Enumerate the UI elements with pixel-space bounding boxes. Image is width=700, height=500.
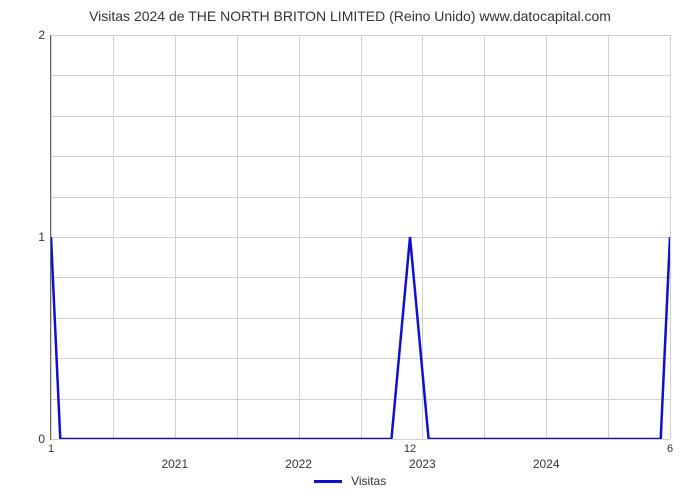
plot-area: 012 11262021202220232024 — [50, 35, 670, 440]
x-axis-year: 2023 — [409, 457, 436, 471]
x-tick-label: 1 — [48, 443, 54, 455]
x-axis-year: 2022 — [285, 457, 312, 471]
data-line — [51, 35, 670, 439]
x-tick-label: 12 — [404, 443, 416, 455]
legend-swatch — [314, 480, 342, 483]
y-tick-label: 1 — [38, 230, 45, 244]
x-tick-label: 6 — [667, 443, 673, 455]
legend: Visitas — [0, 474, 700, 488]
x-axis-year: 2024 — [533, 457, 560, 471]
chart-title: Visitas 2024 de THE NORTH BRITON LIMITED… — [0, 0, 700, 24]
x-axis-year: 2021 — [161, 457, 188, 471]
y-tick-label: 0 — [38, 432, 45, 446]
y-tick-label: 2 — [38, 28, 45, 42]
chart-container: 012 11262021202220232024 — [50, 35, 670, 440]
legend-label: Visitas — [351, 474, 386, 488]
